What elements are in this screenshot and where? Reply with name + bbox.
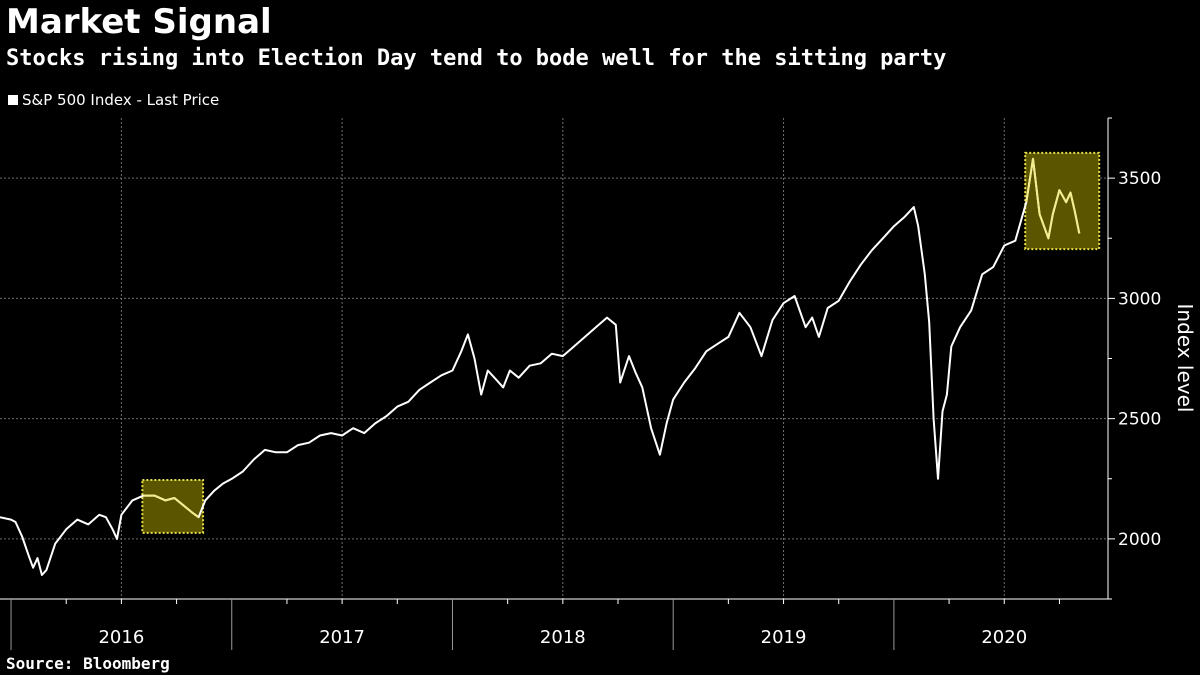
chart-title: Market Signal — [6, 2, 272, 42]
axes: 2000 2500 3000 3500 2016 2017 2018 2019 2020 — [0, 117, 1161, 650]
x-tick-label: 2018 — [540, 627, 586, 648]
y-tick-label: 3000 — [1118, 289, 1161, 309]
highlight-box — [141, 478, 205, 534]
highlighted-series-segment — [1025, 157, 1081, 240]
legend-label: S&P 500 Index - Last Price — [22, 91, 220, 109]
series-layer — [0, 157, 1081, 576]
gridlines — [0, 118, 1108, 599]
x-tick-label: 2016 — [98, 627, 144, 648]
source-note: Source: Bloomberg — [6, 654, 170, 673]
chart-legend: S&P 500 Index - Last Price — [8, 91, 219, 109]
highlight-box — [1024, 151, 1101, 251]
y-tick-label: 2000 — [1118, 530, 1161, 550]
legend-swatch — [8, 95, 18, 105]
chart-subtitle: Stocks rising into Election Day tend to … — [6, 46, 947, 71]
x-tick-label: 2017 — [319, 627, 365, 648]
highlighted-series-segment — [143, 494, 200, 519]
x-tick-label: 2019 — [761, 627, 807, 648]
y-tick-label: 2500 — [1118, 410, 1161, 430]
highlight-boxes — [141, 151, 1101, 534]
y-axis-title: Index level — [1173, 304, 1197, 413]
y-tick-label: 3500 — [1118, 169, 1161, 189]
x-tick-label: 2020 — [981, 627, 1027, 648]
